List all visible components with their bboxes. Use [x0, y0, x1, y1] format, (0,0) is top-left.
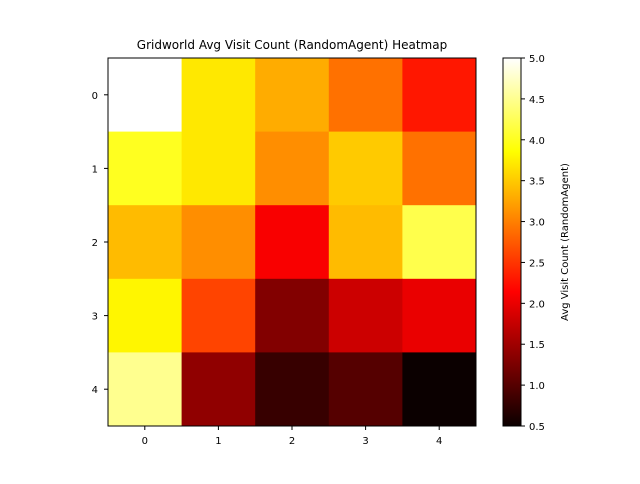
heatmap-cell	[108, 205, 183, 280]
colorbar-tick-label: 1.0	[529, 381, 545, 392]
colorbar-tick-label: 4.0	[529, 136, 545, 147]
heatmap-cells	[108, 58, 477, 427]
colorbar-tick-label: 3.5	[529, 177, 545, 188]
heatmap-cell	[328, 58, 403, 133]
heatmap-cell	[328, 278, 403, 353]
heatmap-cell	[255, 131, 330, 206]
heatmap-cell	[328, 352, 403, 427]
heatmap-cell	[255, 278, 330, 353]
chart-title: Gridworld Avg Visit Count (RandomAgent) …	[137, 38, 447, 52]
y-tick-label: 3	[92, 312, 98, 323]
x-tick-label: 0	[142, 436, 148, 447]
colorbar	[502, 57, 522, 427]
y-tick-label: 1	[92, 164, 98, 175]
colorbar-axis: 0.5 1.0 1.5 2.0 2.5 3.0 3.5 4.0 4.5 5.0	[521, 54, 545, 433]
heatmap-cell	[328, 131, 403, 206]
x-tick-label: 4	[436, 436, 442, 447]
heatmap-cell	[181, 205, 256, 280]
heatmap-cell	[181, 58, 256, 133]
heatmap-cell	[108, 278, 183, 353]
heatmap-cell	[181, 131, 256, 206]
colorbar-tick-label: 0.5	[529, 422, 545, 433]
y-tick-label: 0	[92, 91, 98, 102]
heatmap-cell	[402, 205, 477, 280]
heatmap-cell	[255, 352, 330, 427]
colorbar-tick-label: 4.5	[529, 95, 545, 106]
heatmap-cell	[255, 205, 330, 280]
x-tick-label: 3	[362, 436, 368, 447]
heatmap-cell	[402, 131, 477, 206]
colorbar-tick-label: 3.0	[529, 218, 545, 229]
heatmap-cell	[108, 58, 183, 133]
colorbar-label: Avg Visit Count (RandomAgent)	[560, 163, 571, 321]
y-axis: 0 1 2 3 4	[92, 91, 108, 396]
colorbar-tick-label: 1.5	[529, 340, 545, 351]
colorbar-tick-label: 2.0	[529, 299, 545, 310]
heatmap-cell	[402, 58, 477, 133]
heatmap-cell	[181, 352, 256, 427]
colorbar-tick-label: 2.5	[529, 258, 545, 269]
y-tick-label: 4	[92, 385, 98, 396]
x-tick-label: 1	[215, 436, 221, 447]
y-tick-label: 2	[92, 238, 98, 249]
x-tick-label: 2	[289, 436, 295, 447]
heatmap-cell	[402, 352, 477, 427]
heatmap-cell	[108, 131, 183, 206]
colorbar-tick-label: 5.0	[529, 54, 545, 65]
heatmap-cell	[255, 58, 330, 133]
heatmap-cell	[402, 278, 477, 353]
heatmap-cell	[181, 278, 256, 353]
x-axis: 0 1 2 3 4	[142, 426, 442, 447]
heatmap-cell	[108, 352, 183, 427]
heatmap-cell	[328, 205, 403, 280]
